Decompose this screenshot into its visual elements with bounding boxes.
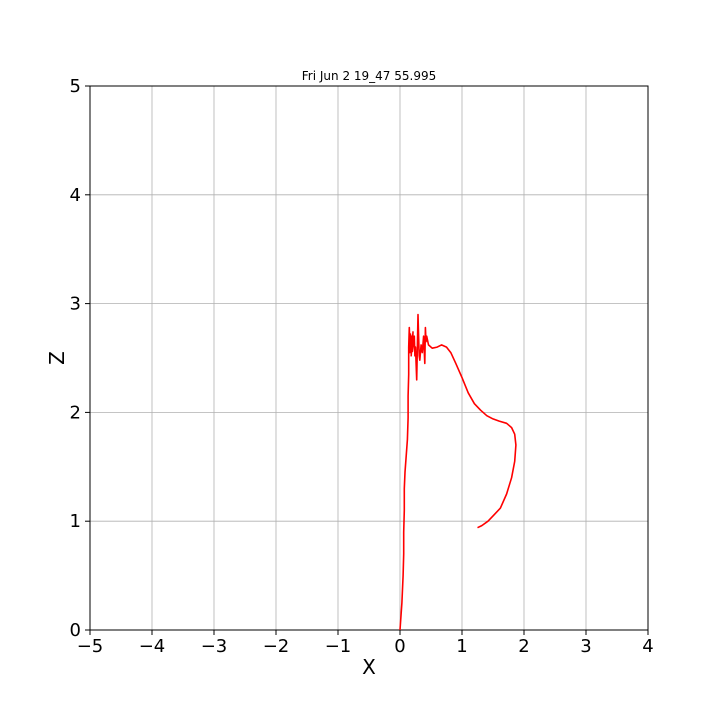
- trajectory-line: [399, 313, 517, 631]
- x-tick-label: −4: [139, 636, 166, 657]
- series-lines: [399, 313, 517, 631]
- x-tick-label: −3: [201, 636, 228, 657]
- chart-title: Fri Jun 2 19_47 55.995: [302, 69, 436, 83]
- x-tick-label: −2: [263, 636, 290, 657]
- x-tick-label: 1: [456, 636, 467, 657]
- grid: [89, 85, 649, 631]
- x-tick-label: −1: [325, 636, 352, 657]
- x-tick-label: 4: [642, 636, 653, 657]
- y-axis: 0 1 2 3 4 5: [70, 76, 90, 641]
- y-tick-label: 3: [70, 294, 81, 315]
- y-tick-label: 1: [70, 511, 81, 532]
- x-tick-label: −5: [77, 636, 104, 657]
- x-tick-label: 0: [394, 636, 405, 657]
- x-axis: −5 −4 −3 −2 −1 0 1 2 3 4: [77, 630, 654, 657]
- x-tick-label: 3: [580, 636, 591, 657]
- x-tick-label: 2: [518, 636, 529, 657]
- y-tick-label: 4: [70, 185, 81, 206]
- y-tick-label: 5: [70, 76, 81, 97]
- x-axis-label: X: [362, 655, 376, 679]
- y-tick-label: 2: [70, 402, 81, 423]
- plot-frame: [89, 85, 649, 631]
- y-tick-label: 0: [70, 620, 81, 641]
- y-axis-label: Z: [45, 351, 69, 365]
